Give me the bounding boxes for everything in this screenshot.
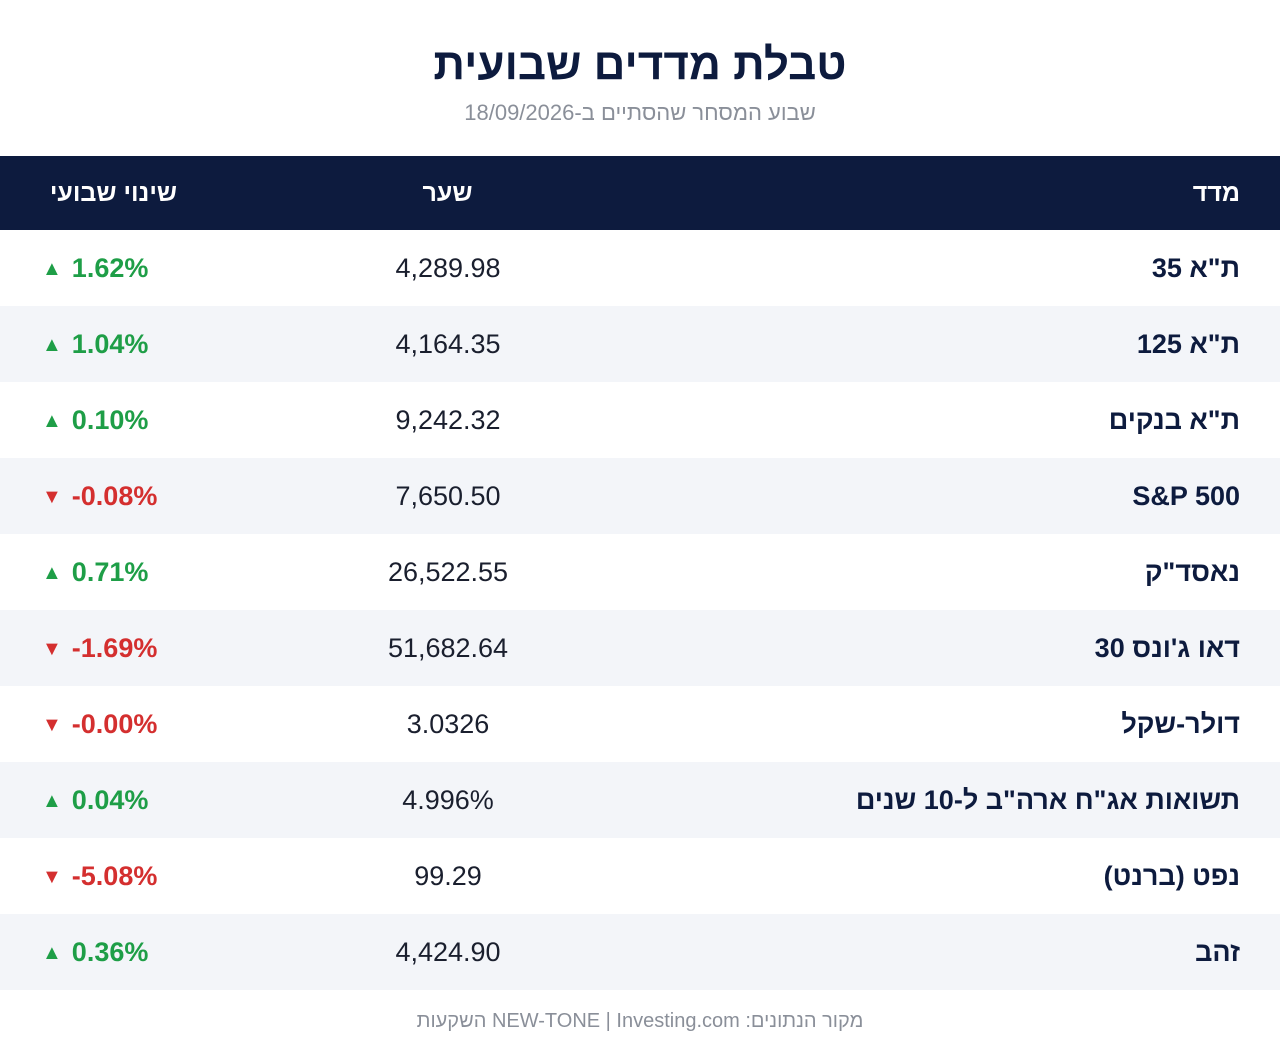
weekly-change: ▲ 0.10%: [42, 405, 148, 436]
table-row: ת"א 125 4,164.35 ▲ 1.04%: [0, 306, 1280, 382]
weekly-change: ▲ 0.36%: [42, 937, 148, 968]
weekly-change-cell: ▲ 0.10%: [0, 382, 255, 458]
weekly-change: ▼ -0.08%: [42, 481, 157, 512]
index-name: נפט (ברנט): [1103, 860, 1240, 891]
weekly-change: ▲ 0.71%: [42, 557, 148, 588]
index-name: דאו ג'ונס 30: [1094, 632, 1240, 663]
column-header-change: שינוי שבועי: [49, 178, 177, 207]
arrow-up-icon: ▲: [42, 941, 62, 964]
table-row: דולר-שקל 3.0326 ▼ -0.00%: [0, 686, 1280, 762]
column-header-rate: שער: [422, 178, 473, 207]
weekly-change: ▲ 1.04%: [42, 329, 148, 360]
weekly-change: ▼ -1.69%: [42, 633, 157, 664]
arrow-up-icon: ▲: [42, 789, 62, 812]
index-name: S&P 500: [1132, 480, 1240, 511]
page-title: טבלת מדדים שבועית: [433, 40, 847, 89]
table-row: דאו ג'ונס 30 51,682.64 ▼ -1.69%: [0, 610, 1280, 686]
index-name: ת"א 125: [1136, 328, 1240, 359]
index-rate: 9,242.32: [395, 404, 501, 435]
index-rate: 51,682.64: [387, 632, 509, 663]
index-rate: 4,289.98: [395, 252, 501, 283]
weekly-change-value: 0.71%: [71, 556, 149, 587]
index-name: נאסד"ק: [1144, 556, 1240, 587]
index-rate: 26,522.55: [387, 556, 509, 587]
weekly-change-value: -1.69%: [71, 632, 158, 663]
index-rate: 3.0326: [406, 708, 490, 739]
header: טבלת מדדים שבועית שבוע המסחר שהסתיים ב-1…: [0, 0, 1280, 156]
arrow-up-icon: ▲: [42, 409, 62, 432]
indices-table: מדד שער שינוי שבועי ת"א 35 4,289.98 ▲ 1.62%…: [0, 156, 1280, 990]
weekly-change-cell: ▼ -0.08%: [0, 458, 255, 534]
weekly-change-value: -0.00%: [71, 708, 158, 739]
weekly-change-value: 1.04%: [71, 328, 149, 359]
index-rate: 99.29: [414, 860, 482, 891]
table-body: ת"א 35 4,289.98 ▲ 1.62% ת"א 125 4,164.35 ▲ 1.04…: [0, 230, 1280, 990]
index-name: דולר-שקל: [1121, 708, 1240, 739]
table-header-row: מדד שער שינוי שבועי: [0, 156, 1280, 230]
weekly-change-value: -0.08%: [71, 480, 158, 511]
index-name: תשואות אג"ח ארה"ב ל-10 שנים: [855, 784, 1240, 815]
weekly-change-value: 0.36%: [71, 936, 149, 967]
weekly-change-cell: ▲ 0.71%: [0, 534, 255, 610]
arrow-up-icon: ▲: [42, 257, 62, 280]
arrow-up-icon: ▲: [42, 333, 62, 356]
table-row: נפט (ברנט) 99.29 ▼ -5.08%: [0, 838, 1280, 914]
weekly-change: ▲ 1.62%: [42, 253, 148, 284]
weekly-change-value: 0.04%: [71, 784, 149, 815]
index-rate: 4,164.35: [395, 328, 501, 359]
column-header-name: מדד: [1192, 178, 1240, 207]
weekly-change-cell: ▼ -0.00%: [0, 686, 255, 762]
index-name: ת"א 35: [1151, 252, 1240, 283]
table-row: ת"א 35 4,289.98 ▲ 1.62%: [0, 230, 1280, 306]
source-footer: מקור הנתונים: NEW-TONE | Investing.com ה…: [416, 1010, 864, 1032]
weekly-change: ▲ 0.04%: [42, 785, 148, 816]
weekly-change-cell: ▲ 1.04%: [0, 306, 255, 382]
arrow-up-icon: ▲: [42, 561, 62, 584]
table-row: זהב 4,424.90 ▲ 0.36%: [0, 914, 1280, 990]
weekly-change-value: -5.08%: [71, 860, 158, 891]
index-rate: 4.996%: [402, 784, 494, 815]
weekly-change-cell: ▲ 0.04%: [0, 762, 255, 838]
weekly-change-cell: ▼ -1.69%: [0, 610, 255, 686]
table-row: S&P 500 7,650.50 ▼ -0.08%: [0, 458, 1280, 534]
arrow-down-icon: ▼: [42, 713, 62, 736]
index-name: ת"א בנקים: [1108, 404, 1240, 435]
weekly-change-value: 0.10%: [71, 404, 149, 435]
weekly-change-cell: ▲ 1.62%: [0, 230, 255, 306]
page-subtitle: שבוע המסחר שהסתיים ב-18/09/2026: [464, 100, 816, 125]
table-row: תשואות אג"ח ארה"ב ל-10 שנים 4.996% ▲ 0.04%: [0, 762, 1280, 838]
weekly-change: ▼ -5.08%: [42, 861, 157, 892]
index-name: זהב: [1195, 936, 1240, 967]
table-row: נאסד"ק 26,522.55 ▲ 0.71%: [0, 534, 1280, 610]
table-header: מדד שער שינוי שבועי: [0, 156, 1280, 230]
index-rate: 7,650.50: [395, 480, 501, 511]
weekly-change-cell: ▲ 0.36%: [0, 914, 255, 990]
table-row: ת"א בנקים 9,242.32 ▲ 0.10%: [0, 382, 1280, 458]
arrow-down-icon: ▼: [42, 637, 62, 660]
arrow-down-icon: ▼: [42, 485, 62, 508]
weekly-change: ▼ -0.00%: [42, 709, 157, 740]
arrow-down-icon: ▼: [42, 865, 62, 888]
weekly-change-cell: ▼ -5.08%: [0, 838, 255, 914]
weekly-change-value: 1.62%: [71, 252, 149, 283]
index-rate: 4,424.90: [395, 936, 501, 967]
